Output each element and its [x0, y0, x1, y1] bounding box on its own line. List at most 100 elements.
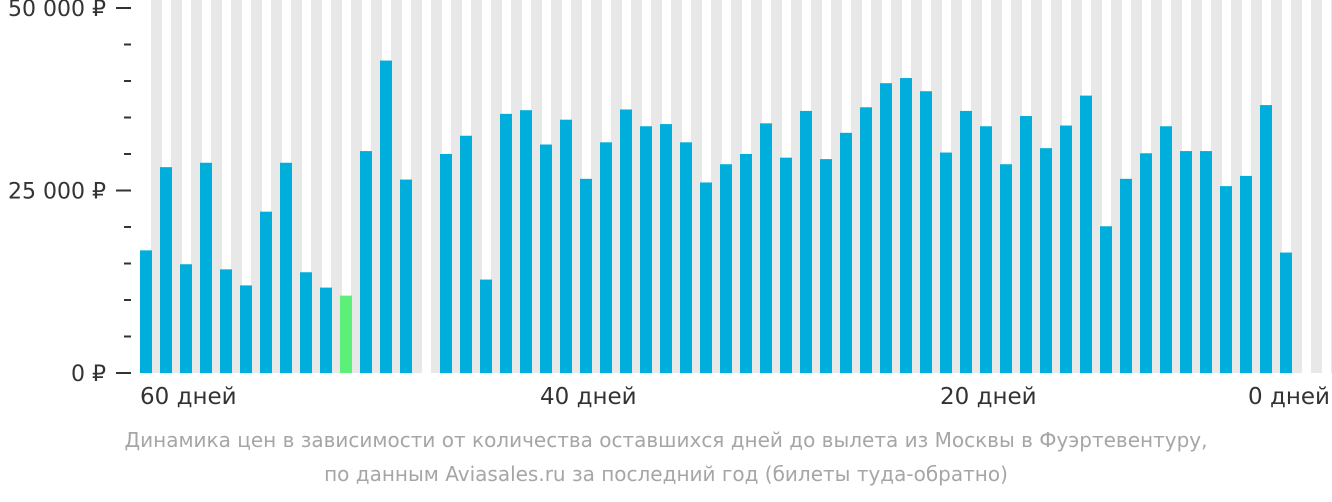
y-tick-label: 50 000 ₽	[8, 0, 106, 22]
bar[interactable]	[640, 126, 652, 373]
y-tick-label: 25 000 ₽	[8, 180, 106, 205]
stripe	[231, 0, 242, 373]
bar[interactable]	[320, 287, 332, 373]
bar[interactable]	[340, 295, 352, 373]
x-tick-label: 20 дней	[940, 384, 1037, 410]
stripe	[491, 0, 502, 373]
bar[interactable]	[520, 110, 532, 373]
x-tick-label: 0 дней	[1248, 384, 1330, 410]
stripe	[511, 0, 522, 373]
stripe	[291, 0, 302, 373]
bar[interactable]	[500, 113, 512, 373]
bar[interactable]	[840, 132, 852, 373]
bar[interactable]	[780, 157, 792, 373]
bar[interactable]	[940, 152, 952, 373]
bar[interactable]	[800, 110, 812, 374]
bar[interactable]	[900, 78, 912, 373]
bar[interactable]	[200, 162, 212, 373]
bars-group	[140, 60, 1292, 374]
bar[interactable]	[540, 144, 552, 373]
bar[interactable]	[1280, 252, 1292, 373]
stripe	[851, 0, 862, 373]
bar[interactable]	[720, 164, 732, 373]
bar[interactable]	[440, 154, 452, 373]
bar[interactable]	[300, 272, 312, 373]
chart-canvas: 0 ₽ 25 000 ₽ 50 000 ₽ 60 дней 40 дней 20 дне…	[8, 0, 1332, 410]
stripe	[651, 0, 662, 373]
bar[interactable]	[1100, 226, 1112, 373]
bar[interactable]	[700, 182, 712, 373]
bar[interactable]	[760, 123, 772, 373]
stripe	[971, 0, 982, 373]
bar[interactable]	[1060, 125, 1072, 373]
stripe	[571, 0, 582, 373]
bar[interactable]	[660, 124, 672, 373]
stripe	[1271, 0, 1282, 373]
x-tick-label: 60 дней	[140, 384, 237, 410]
bar[interactable]	[1000, 164, 1012, 373]
stripe	[251, 0, 262, 373]
stripe	[171, 0, 182, 373]
x-tick-label: 40 дней	[540, 384, 637, 410]
bar[interactable]	[1040, 148, 1052, 373]
stripe	[1311, 0, 1322, 373]
stripe	[471, 0, 482, 373]
bar[interactable]	[240, 285, 252, 373]
stripe	[1071, 0, 1082, 373]
caption-line-2: по данным Aviasales.ru за последний год …	[324, 462, 1008, 486]
bar[interactable]	[960, 110, 972, 374]
bar[interactable]	[280, 162, 292, 373]
stripe	[151, 0, 162, 373]
bar[interactable]	[1160, 126, 1172, 373]
bar[interactable]	[980, 126, 992, 373]
bar[interactable]	[480, 279, 492, 373]
bar[interactable]	[680, 142, 692, 373]
bar[interactable]	[1080, 95, 1092, 373]
stripe	[931, 0, 942, 373]
bar[interactable]	[580, 178, 592, 373]
stripe	[731, 0, 742, 373]
stripe	[531, 0, 542, 373]
stripe	[891, 0, 902, 373]
stripe	[351, 0, 362, 373]
stripe	[1131, 0, 1142, 373]
bar[interactable]	[1120, 178, 1132, 373]
stripe	[1091, 0, 1102, 373]
bar[interactable]	[1180, 151, 1192, 373]
bar[interactable]	[740, 154, 752, 373]
stripe	[1291, 0, 1302, 373]
bar[interactable]	[560, 119, 572, 373]
bar[interactable]	[860, 107, 872, 373]
bar[interactable]	[1220, 186, 1232, 373]
bar[interactable]	[620, 109, 632, 373]
bar[interactable]	[820, 159, 832, 373]
stripe	[331, 0, 342, 373]
bar[interactable]	[140, 250, 152, 373]
stripe	[991, 0, 1002, 373]
bar[interactable]	[400, 179, 412, 373]
bar[interactable]	[880, 83, 892, 373]
bar[interactable]	[1260, 105, 1272, 373]
caption-line-1: Динамика цен в зависимости от количества…	[124, 428, 1208, 452]
bar[interactable]	[180, 264, 192, 373]
stripe	[1111, 0, 1122, 373]
bar[interactable]	[220, 269, 232, 373]
stripe	[411, 0, 422, 373]
stripe	[811, 0, 822, 373]
bar[interactable]	[1240, 175, 1252, 373]
stripe	[671, 0, 682, 373]
bar[interactable]	[460, 135, 472, 373]
bar[interactable]	[160, 167, 172, 373]
bar[interactable]	[1140, 153, 1152, 373]
stripe	[271, 0, 282, 373]
stripe	[1211, 0, 1222, 373]
stripe	[1051, 0, 1062, 373]
bar[interactable]	[600, 142, 612, 373]
stripe	[871, 0, 882, 373]
bar[interactable]	[380, 60, 392, 374]
bar[interactable]	[360, 151, 372, 373]
bar[interactable]	[1020, 116, 1032, 373]
bar[interactable]	[1200, 151, 1212, 373]
bar[interactable]	[260, 211, 272, 373]
bar[interactable]	[920, 91, 932, 373]
